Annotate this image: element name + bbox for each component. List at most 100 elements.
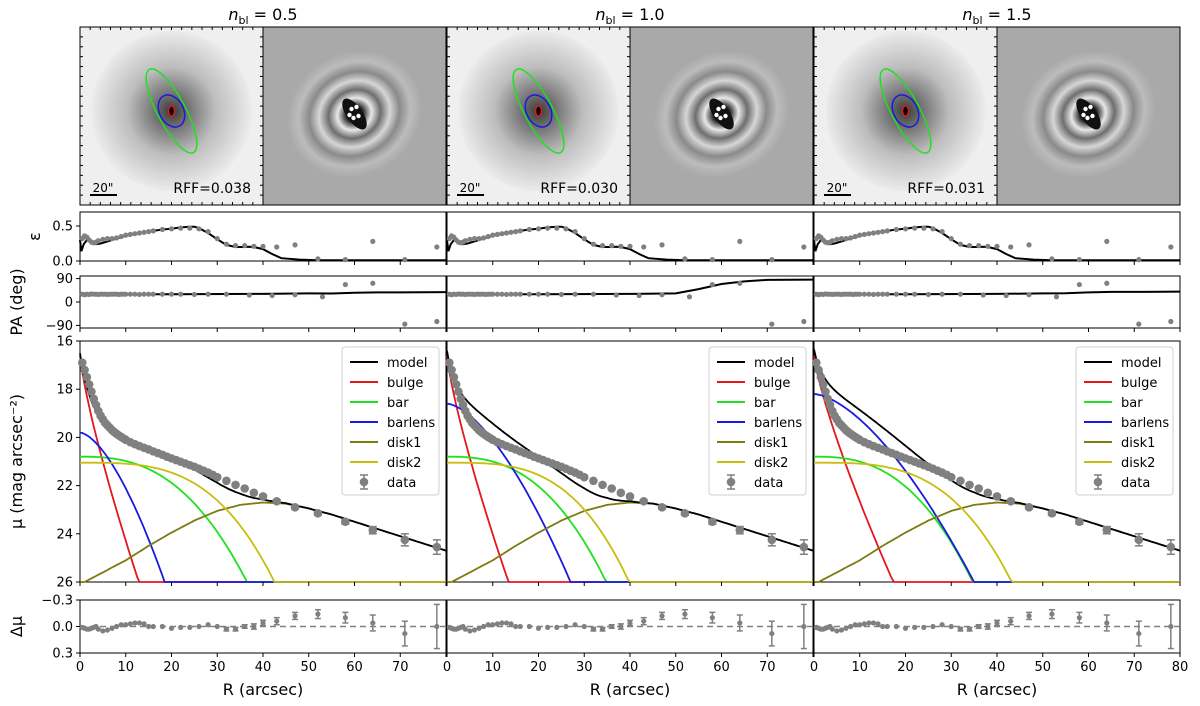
ellipticity-point bbox=[526, 226, 532, 233]
pa-point bbox=[223, 291, 229, 297]
residual-point bbox=[1136, 630, 1142, 637]
ellipticity-model-line bbox=[813, 225, 1180, 262]
pa-point bbox=[508, 291, 514, 297]
residual-speck bbox=[718, 115, 723, 121]
pa-point bbox=[499, 291, 505, 297]
bar-isophote bbox=[879, 68, 932, 154]
y-tick-label: 16 bbox=[56, 335, 73, 350]
ellipticity-point bbox=[251, 243, 257, 249]
residual-point bbox=[508, 621, 514, 627]
pa-point bbox=[980, 292, 986, 298]
residual-image-frame bbox=[262, 26, 447, 206]
mu-point bbox=[222, 476, 231, 486]
residual-speck bbox=[1081, 112, 1086, 118]
mu-point bbox=[589, 476, 598, 486]
residual-point bbox=[127, 621, 133, 627]
ellipticity-point bbox=[109, 236, 115, 242]
ellipticity-point bbox=[150, 228, 156, 234]
mu-point bbox=[616, 488, 626, 498]
residual-point bbox=[572, 622, 578, 628]
residual-speck bbox=[1085, 115, 1090, 121]
residual-point bbox=[109, 625, 115, 631]
mu-point bbox=[1047, 509, 1057, 518]
ellipticity-axis-label: ε bbox=[25, 232, 44, 241]
pa-point bbox=[503, 291, 510, 298]
pa-point bbox=[513, 291, 519, 297]
mu-axis-label: μ (mag arcsec⁻²) bbox=[7, 394, 26, 529]
residual-point bbox=[545, 624, 551, 630]
residual-point bbox=[494, 621, 500, 627]
mu-model-line bbox=[446, 350, 814, 552]
residual-point bbox=[434, 623, 440, 630]
pa-point bbox=[613, 292, 619, 298]
pa-point bbox=[191, 291, 197, 298]
pa-point bbox=[136, 291, 143, 298]
residual-point bbox=[232, 626, 239, 632]
residual-point bbox=[260, 620, 266, 626]
pa-point bbox=[141, 291, 147, 297]
x-tick-label: 20 bbox=[163, 660, 180, 675]
residual-axis-label: Δμ bbox=[7, 616, 26, 637]
residual-speck bbox=[723, 113, 728, 119]
ellipticity-point bbox=[232, 243, 239, 249]
ellipticity-point bbox=[599, 243, 606, 249]
residual-point bbox=[976, 623, 982, 630]
residual-point bbox=[843, 625, 849, 631]
mu-point bbox=[313, 509, 323, 518]
pa-point bbox=[132, 291, 138, 297]
residual-point bbox=[709, 615, 715, 621]
legend-box bbox=[708, 346, 807, 496]
ellipticity-point bbox=[861, 231, 867, 237]
ellipticity-point bbox=[214, 236, 220, 242]
x-axis-label: R (arcsec) bbox=[590, 680, 671, 699]
residual-point bbox=[966, 626, 973, 632]
ellipticity-point bbox=[609, 243, 615, 249]
legend-label: bar bbox=[1121, 396, 1143, 411]
y-tick-label: 0.5 bbox=[52, 220, 73, 235]
ellipticity-point bbox=[857, 232, 863, 238]
mu-point bbox=[818, 380, 828, 389]
ellipticity-point bbox=[590, 241, 597, 247]
ellipticity-point bbox=[223, 241, 229, 247]
ellipticity-point bbox=[513, 229, 519, 235]
x-tick-label: 70 bbox=[1126, 660, 1143, 675]
x-tick-label: 20 bbox=[530, 660, 547, 675]
pa-point bbox=[370, 280, 376, 286]
mu-point bbox=[84, 380, 94, 389]
pa-point bbox=[737, 280, 743, 286]
pa-point bbox=[686, 294, 693, 300]
ellipticity-point bbox=[930, 226, 936, 232]
residual-point bbox=[214, 623, 220, 630]
mu-point bbox=[625, 492, 635, 501]
pa-point bbox=[857, 291, 863, 297]
legend-label: model bbox=[1121, 356, 1161, 371]
mu-point bbox=[708, 517, 717, 527]
residual-point bbox=[205, 622, 211, 628]
residual-point bbox=[490, 622, 496, 628]
mu-point bbox=[767, 535, 777, 545]
ellipticity-point bbox=[471, 236, 478, 242]
ellipticity-point bbox=[769, 257, 775, 263]
mu-point bbox=[1102, 525, 1112, 535]
residual-point bbox=[370, 620, 376, 626]
mu-disk2-line bbox=[814, 461, 1180, 583]
mu-point bbox=[77, 358, 87, 367]
ellipticity-point bbox=[508, 229, 514, 235]
mu-point bbox=[87, 387, 96, 396]
pa-frame bbox=[79, 275, 447, 329]
pa-point bbox=[659, 292, 665, 298]
residual-point bbox=[769, 630, 775, 637]
residual-point bbox=[485, 622, 491, 628]
legend-label: disk2 bbox=[387, 456, 421, 471]
pa-point bbox=[884, 291, 890, 297]
ellipticity-point bbox=[499, 231, 505, 237]
pa-point bbox=[957, 291, 964, 297]
residual-point bbox=[223, 626, 229, 632]
residual-point bbox=[659, 613, 665, 619]
ellipticity-point bbox=[205, 229, 211, 235]
bar-isophote bbox=[512, 68, 565, 154]
residual-point bbox=[870, 620, 877, 626]
legend-label: bulge bbox=[387, 376, 423, 391]
x-tick-label: 80 bbox=[1172, 660, 1189, 675]
